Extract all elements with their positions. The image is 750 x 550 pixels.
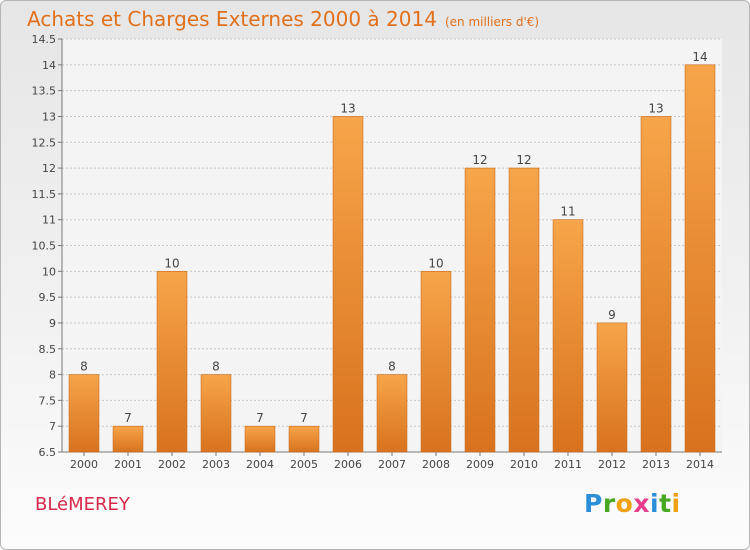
y-tick-label: 12	[42, 162, 56, 175]
bar-value-label: 7	[124, 411, 132, 425]
bar	[464, 167, 496, 453]
x-tick-label: 2005	[290, 458, 318, 471]
y-tick-label: 13.5	[32, 85, 57, 98]
bar	[288, 425, 320, 453]
bar-value-label: 8	[212, 360, 220, 374]
x-tick-label: 2003	[202, 458, 230, 471]
y-tick-label: 10	[42, 265, 56, 278]
y-tick-label: 10.5	[32, 240, 57, 253]
y-tick-label: 7.5	[39, 394, 57, 407]
x-tick-label: 2004	[246, 458, 274, 471]
x-tick-label: 2013	[642, 458, 670, 471]
bar-value-label: 8	[388, 360, 396, 374]
logo-letter: i	[650, 489, 660, 518]
chart-title-main: Achats et Charges Externes 2000 à 2014	[27, 7, 437, 31]
bar-value-label: 9	[608, 308, 616, 322]
logo-letter: o	[615, 489, 634, 518]
x-tick-label: 2009	[466, 458, 494, 471]
logo-letter: P	[584, 489, 603, 518]
x-tick-label: 2006	[334, 458, 362, 471]
y-tick-label: 11.5	[32, 188, 57, 201]
y-tick-label: 9	[49, 317, 56, 330]
bar	[376, 374, 408, 453]
chart-title: Achats et Charges Externes 2000 à 2014 (e…	[27, 7, 539, 31]
bar	[420, 271, 452, 453]
y-tick-label: 12.5	[32, 136, 57, 149]
y-tick-label: 7	[49, 420, 56, 433]
y-tick-label: 8.5	[39, 343, 57, 356]
bar-value-label: 13	[340, 101, 355, 115]
x-tick-label: 2007	[378, 458, 406, 471]
bar	[244, 425, 276, 453]
bar	[200, 374, 232, 453]
x-tick-label: 2008	[422, 458, 450, 471]
bar-value-label: 8	[80, 360, 88, 374]
bar	[552, 219, 584, 453]
bar	[332, 116, 364, 453]
bar	[640, 116, 672, 453]
x-tick-label: 2012	[598, 458, 626, 471]
bar-value-label: 10	[428, 256, 443, 270]
bar	[596, 322, 628, 453]
logo-letter: t	[659, 489, 672, 518]
bar	[68, 374, 100, 453]
x-tick-label: 2002	[158, 458, 186, 471]
logo-letter: x	[633, 489, 650, 518]
y-tick-label: 9.5	[39, 291, 57, 304]
logo-letter: i	[671, 489, 681, 518]
bar-value-label: 7	[256, 411, 264, 425]
logo-letter: r	[602, 489, 616, 518]
x-tick-label: 2000	[70, 458, 98, 471]
bar-value-label: 7	[300, 411, 308, 425]
bar-value-label: 12	[472, 153, 487, 167]
bar-value-label: 11	[560, 205, 575, 219]
bar-value-label: 12	[516, 153, 531, 167]
bar-value-label: 13	[648, 101, 663, 115]
x-tick-label: 2014	[686, 458, 714, 471]
bar-value-label: 14	[692, 50, 707, 64]
proxiti-logo: Proxiti	[584, 489, 681, 518]
y-tick-label: 14	[42, 59, 56, 72]
bar	[684, 64, 716, 453]
chart-title-unit: (en milliers d'€)	[444, 15, 540, 29]
bar	[156, 271, 188, 453]
x-tick-label: 2001	[114, 458, 142, 471]
bar	[112, 425, 144, 453]
bar	[508, 167, 540, 453]
y-tick-label: 8	[49, 369, 56, 382]
y-tick-label: 14.5	[32, 33, 57, 46]
y-tick-label: 11	[42, 214, 56, 227]
x-tick-label: 2011	[554, 458, 582, 471]
bar-value-label: 10	[164, 256, 179, 270]
y-tick-label: 13	[42, 110, 56, 123]
y-tick-label: 6.5	[39, 446, 57, 459]
commune-name: BLéMEREY	[35, 494, 130, 515]
x-tick-label: 2010	[510, 458, 538, 471]
